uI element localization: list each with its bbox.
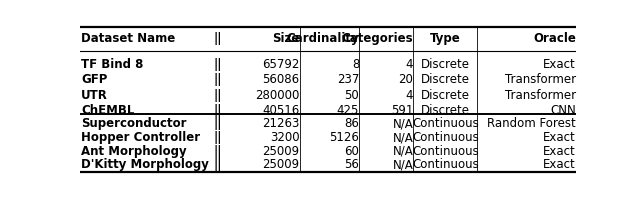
Text: N/A: N/A (392, 117, 413, 130)
Text: Size: Size (273, 31, 300, 44)
Text: Discrete: Discrete (421, 73, 470, 86)
Text: Transformer: Transformer (505, 73, 576, 86)
Text: 8: 8 (352, 57, 359, 70)
Text: ChEMBL: ChEMBL (81, 103, 134, 116)
Text: 591: 591 (391, 103, 413, 116)
Text: N/A: N/A (392, 158, 413, 170)
Text: 65792: 65792 (262, 57, 300, 70)
Text: UTR: UTR (81, 88, 108, 101)
Text: 21263: 21263 (262, 117, 300, 130)
Text: 25009: 25009 (262, 144, 300, 157)
Text: Transformer: Transformer (505, 88, 576, 101)
Text: 56: 56 (344, 158, 359, 170)
Text: 5126: 5126 (330, 130, 359, 143)
Text: ||: || (213, 117, 222, 130)
Text: ||: || (213, 57, 222, 70)
Text: CNN: CNN (550, 103, 576, 116)
Text: Ant Morphology: Ant Morphology (81, 144, 187, 157)
Text: ||: || (213, 144, 222, 157)
Text: 4: 4 (406, 88, 413, 101)
Text: ||: || (213, 158, 222, 170)
Text: 50: 50 (344, 88, 359, 101)
Text: Continuous: Continuous (412, 158, 479, 170)
Text: 425: 425 (337, 103, 359, 116)
Text: 237: 237 (337, 73, 359, 86)
Text: Continuous: Continuous (412, 130, 479, 143)
Text: N/A: N/A (392, 130, 413, 143)
Text: ||: || (213, 103, 222, 116)
Text: 86: 86 (344, 117, 359, 130)
Text: Exact: Exact (543, 130, 576, 143)
Text: ||: || (213, 130, 222, 143)
Text: Discrete: Discrete (421, 103, 470, 116)
Text: Oracle: Oracle (533, 31, 576, 44)
Text: Exact: Exact (543, 158, 576, 170)
Text: 25009: 25009 (262, 158, 300, 170)
Text: 60: 60 (344, 144, 359, 157)
Text: Discrete: Discrete (421, 88, 470, 101)
Text: Random Forest: Random Forest (487, 117, 576, 130)
Text: 20: 20 (399, 73, 413, 86)
Text: Dataset Name: Dataset Name (81, 31, 175, 44)
Text: GFP: GFP (81, 73, 108, 86)
Text: Cardinality: Cardinality (287, 31, 359, 44)
Text: Categories: Categories (342, 31, 413, 44)
Text: 56086: 56086 (262, 73, 300, 86)
Text: Continuous: Continuous (412, 117, 479, 130)
Text: ||: || (213, 73, 222, 86)
Text: Superconductor: Superconductor (81, 117, 186, 130)
Text: N/A: N/A (392, 144, 413, 157)
Text: TF Bind 8: TF Bind 8 (81, 57, 143, 70)
Text: 4: 4 (406, 57, 413, 70)
Text: Hopper Controller: Hopper Controller (81, 130, 200, 143)
Text: D'Kitty Morphology: D'Kitty Morphology (81, 158, 209, 170)
Text: Exact: Exact (543, 144, 576, 157)
Text: Continuous: Continuous (412, 144, 479, 157)
Text: 280000: 280000 (255, 88, 300, 101)
Text: Discrete: Discrete (421, 57, 470, 70)
Text: ||: || (213, 88, 222, 101)
Text: Type: Type (430, 31, 461, 44)
Text: 3200: 3200 (270, 130, 300, 143)
Text: 40516: 40516 (262, 103, 300, 116)
Text: ||: || (213, 31, 222, 44)
Text: Exact: Exact (543, 57, 576, 70)
